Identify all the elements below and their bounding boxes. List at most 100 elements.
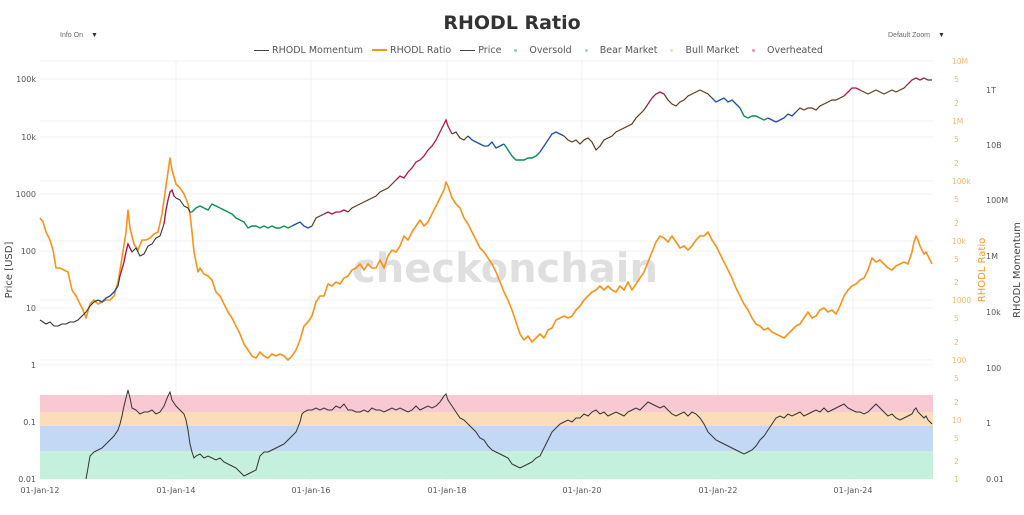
left-tick-label: 100 — [21, 247, 36, 256]
far-right-tick-label: 10k — [986, 308, 1001, 317]
price-bull-2018 — [451, 131, 469, 141]
marker-dot-icon — [751, 48, 755, 52]
right-tick-label: 2 — [954, 99, 959, 108]
right-tick-label: 5 — [954, 195, 959, 204]
right-tick-label: 10 — [952, 416, 962, 425]
price-overheated-2013b — [163, 188, 175, 225]
far-right-axis-title: RHODL Momentum — [1012, 222, 1023, 318]
right-tick-label: 1000 — [952, 296, 971, 305]
price-oversold-2022 — [739, 107, 769, 121]
left-tick-label: 1 — [31, 361, 36, 370]
price-bear-2022b — [767, 111, 797, 123]
price-overheated-2021 — [647, 91, 665, 105]
right-tick-label: 100 — [952, 356, 967, 365]
x-tick-label: 01-Jan-22 — [699, 486, 738, 495]
legend-item-rhodl-momentum[interactable]: RHODL Momentum — [254, 45, 363, 56]
right-tick-label: 2 — [954, 159, 959, 168]
far-right-axis: 1T 10B 100M 1M 10k 100 1 0.01 RHODL Mome… — [986, 86, 1023, 484]
left-lower-tick-label: 0.1 — [23, 418, 36, 427]
right-tick-label: 1 — [954, 475, 959, 484]
far-right-tick-label: 0.01 — [986, 475, 1004, 484]
right-tick-label: 5 — [954, 135, 959, 144]
right-tick-label: 2 — [954, 457, 959, 466]
x-tick-label: 01-Jan-12 — [21, 486, 60, 495]
x-tick-label: 01-Jan-20 — [563, 486, 602, 495]
right-tick-label: 10k — [952, 237, 967, 246]
info-dropdown[interactable]: Info On ▼ — [56, 28, 102, 42]
chart-title: RHODL Ratio — [443, 12, 581, 34]
legend-item-bear-market[interactable]: Bear Market — [581, 44, 658, 56]
info-dropdown-label: Info On — [60, 31, 83, 39]
right-tick-label: 5 — [954, 255, 959, 264]
price-bull-2016b — [347, 179, 397, 213]
far-right-tick-label: 1T — [986, 86, 996, 95]
legend-label: Price — [478, 44, 502, 56]
band-overheated — [40, 395, 933, 412]
legend: RHODL Momentum RHODL Ratio Price Oversol… — [254, 43, 832, 57]
left-tick-label: 10 — [26, 304, 36, 313]
left-axis: 100k 10k 1000 100 10 1 0.1 0.01 Price [U… — [4, 75, 36, 484]
right-tick-label: 1M — [952, 117, 963, 126]
price-bear-2013 — [97, 285, 119, 303]
right-tick-label: 5 — [954, 374, 959, 383]
price-bull-2016 — [311, 213, 325, 227]
caret-down-icon: ▼ — [938, 31, 945, 39]
left-tick-label: 100k — [16, 75, 36, 84]
left-axis-title: Price [USD] — [4, 242, 15, 299]
line-swatch-icon — [371, 49, 387, 51]
legend-label: RHODL Ratio — [389, 44, 452, 56]
price-bear-2015 — [291, 221, 313, 229]
legend-item-oversold[interactable]: Oversold — [510, 45, 572, 56]
band-oversold — [40, 451, 933, 479]
far-right-tick-label: 1M — [986, 252, 998, 261]
marker-dot-icon — [670, 48, 674, 52]
x-tick-label: 01-Jan-14 — [157, 486, 196, 495]
watermark: checkonchain — [352, 246, 658, 292]
price-line — [39, 189, 192, 327]
price-overheated-2013 — [119, 242, 133, 277]
left-lower-tick-label: 0.01 — [18, 475, 36, 484]
right-tick-label: 5 — [954, 314, 959, 323]
x-tick-label: 01-Jan-16 — [292, 486, 331, 495]
price-bull-2024 — [859, 83, 909, 95]
zoom-dropdown[interactable]: Default Zoom ▼ — [884, 28, 949, 42]
price-bull-2025 — [923, 77, 932, 81]
right-tick-label: 2 — [954, 338, 959, 347]
momentum-bands — [40, 395, 933, 479]
far-right-tick-label: 100 — [986, 364, 1001, 373]
legend-item-bull-market[interactable]: Bull Market — [666, 45, 739, 56]
price-bear-2018 — [467, 135, 505, 149]
right-tick-label: 2 — [954, 398, 959, 407]
right-tick-label: 100k — [952, 177, 971, 186]
legend-item-rhodl-ratio[interactable]: RHODL Ratio — [371, 44, 452, 56]
line-swatch-icon — [254, 49, 269, 51]
line-swatch-icon — [460, 49, 476, 51]
legend-item-overheated[interactable]: Overheated — [748, 45, 823, 56]
legend-label: Overheated — [766, 44, 823, 56]
rhodl-ratio-line — [39, 157, 933, 361]
zoom-dropdown-label: Default Zoom — [888, 31, 931, 39]
price-bull-2019 — [563, 103, 649, 152]
legend-label: Bear Market — [599, 44, 658, 56]
price-bull-2021 — [663, 89, 713, 107]
far-right-tick-label: 1 — [986, 419, 991, 428]
legend-label: Bull Market — [685, 44, 739, 56]
right-tick-label: 5 — [954, 434, 959, 443]
price-bull-2023 — [795, 95, 845, 113]
price-oversold-2014 — [191, 203, 293, 229]
left-tick-label: 10k — [21, 133, 36, 142]
price-bear-2019 — [539, 131, 565, 153]
rhodl-momentum-line — [85, 389, 933, 480]
legend-item-price[interactable]: Price — [460, 45, 501, 56]
right-tick-label: 10M — [952, 57, 968, 66]
far-right-tick-label: 100M — [986, 196, 1008, 205]
price-oversold-2018 — [503, 143, 541, 161]
x-axis: 01-Jan-12 01-Jan-14 01-Jan-16 01-Jan-18 … — [21, 486, 873, 495]
band-bear-market — [40, 426, 933, 451]
right-tick-label: 2 — [954, 219, 959, 228]
price-overheated-2016 — [323, 209, 349, 215]
right-axis: 10M 5 2 1M 5 2 100k 5 2 10k 5 2 1000 5 2… — [952, 57, 988, 484]
price-overheated-2024 — [843, 87, 861, 97]
right-tick-label: 2 — [954, 278, 959, 287]
